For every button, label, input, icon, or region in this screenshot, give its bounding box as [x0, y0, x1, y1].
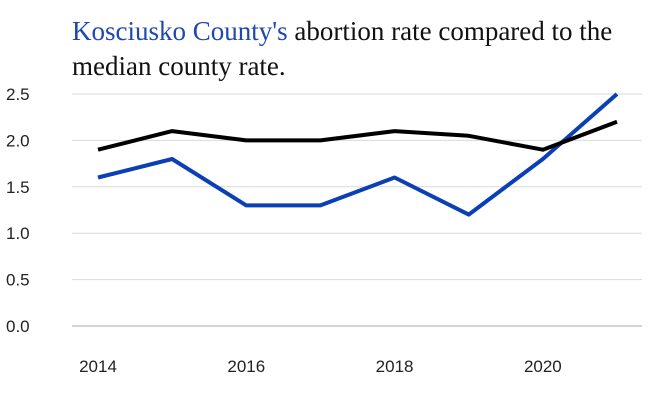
x-axis-ticks: 2014 2016 2018 2020 [79, 357, 562, 376]
y-tick-label: 1.0 [6, 224, 30, 243]
x-tick-label: 2016 [227, 357, 265, 376]
series-lines [97, 92, 619, 217]
grid-lines [72, 93, 642, 327]
y-tick-label: 1.5 [6, 178, 30, 197]
county-rate-line [97, 92, 619, 217]
x-tick-label: 2018 [376, 357, 414, 376]
x-tick-label: 2020 [524, 357, 562, 376]
title-highlight: Kosciusko County's [72, 16, 288, 46]
y-tick-label: 2.5 [6, 85, 30, 104]
x-tick-label: 2014 [79, 357, 117, 376]
y-tick-label: 0.5 [6, 271, 30, 290]
median-rate-line [97, 119, 618, 152]
title-rest: abortion rate compared to the median cou… [72, 16, 613, 81]
y-axis-ticks: 0.0 0.5 1.0 1.5 2.0 2.5 [6, 85, 30, 336]
y-tick-label: 0.0 [6, 317, 30, 336]
chart-title: Kosciusko County's abortion rate compare… [72, 14, 652, 84]
y-tick-label: 2.0 [6, 131, 30, 150]
